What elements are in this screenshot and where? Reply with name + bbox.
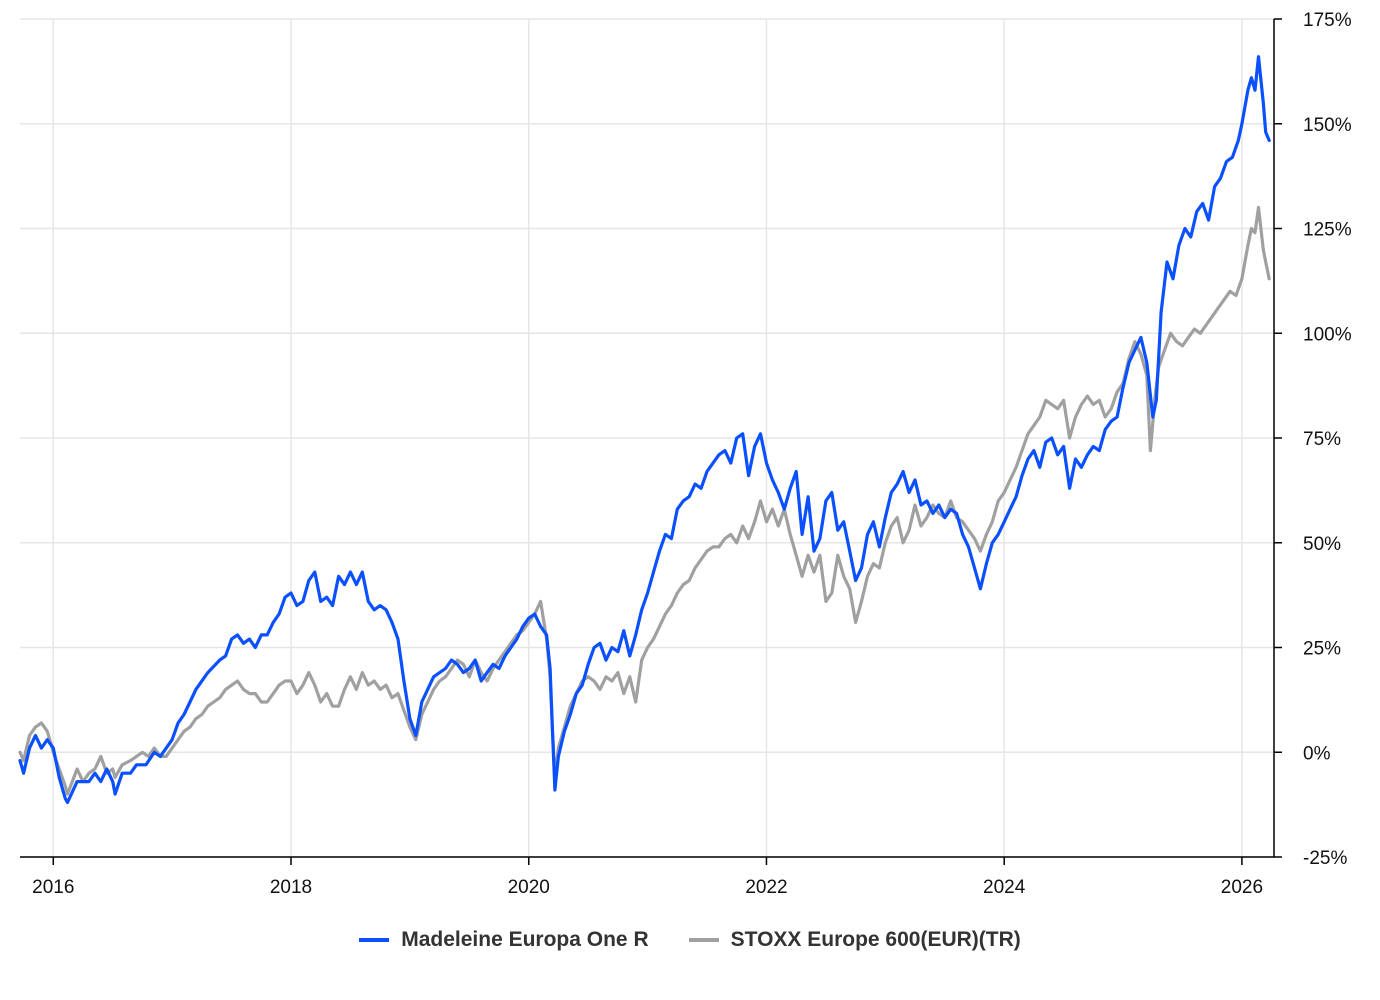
axes: -25% 0% 25% 50% 75% 100% 125% 150% 175% 2016 2018 2… bbox=[20, 10, 1352, 898]
series-line-fund[interactable] bbox=[18, 55, 1271, 805]
grid-lines bbox=[20, 18, 1274, 858]
x-tick-label: 2024 bbox=[983, 877, 1026, 898]
y-tick-label: 50% bbox=[1303, 534, 1341, 555]
legend-label-fund: Madeleine Europa One R bbox=[401, 928, 649, 951]
legend-item-benchmark[interactable]: STOXX Europe 600(EUR)(TR) bbox=[688, 928, 1021, 952]
legend-swatch-fund bbox=[359, 938, 390, 942]
y-tick-label: 125% bbox=[1303, 220, 1352, 241]
x-tick-label: 2018 bbox=[270, 877, 312, 898]
y-tick-label: -25% bbox=[1303, 848, 1347, 869]
y-tick-label: 0% bbox=[1303, 743, 1331, 764]
y-tick-label: 175% bbox=[1303, 10, 1352, 31]
legend-label-benchmark: STOXX Europe 600(EUR)(TR) bbox=[730, 928, 1021, 951]
legend-swatch-benchmark bbox=[688, 938, 719, 942]
y-tick-label: 150% bbox=[1303, 115, 1352, 136]
legend: Madeleine Europa One R STOXX Europe 600(… bbox=[0, 928, 1380, 952]
x-tick-label: 2026 bbox=[1221, 877, 1263, 898]
x-tick-label: 2020 bbox=[508, 877, 550, 898]
y-tick-label: 100% bbox=[1303, 324, 1352, 345]
legend-item-fund[interactable]: Madeleine Europa One R bbox=[359, 928, 649, 952]
series-lines bbox=[18, 55, 1271, 805]
x-tick-label: 2022 bbox=[745, 877, 787, 898]
y-tick-label: 25% bbox=[1303, 639, 1341, 660]
y-tick-label: 75% bbox=[1303, 429, 1341, 450]
x-tick-label: 2016 bbox=[32, 877, 74, 898]
series-line-benchmark[interactable] bbox=[18, 205, 1271, 796]
